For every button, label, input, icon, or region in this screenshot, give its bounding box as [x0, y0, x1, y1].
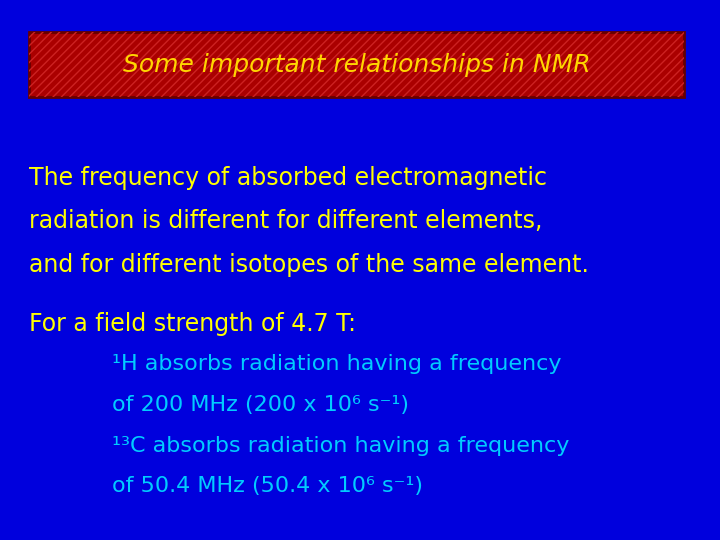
Text: and for different isotopes of the same element.: and for different isotopes of the same e… [29, 253, 589, 276]
Text: The frequency of absorbed electromagnetic: The frequency of absorbed electromagneti… [29, 166, 546, 190]
Text: radiation is different for different elements,: radiation is different for different ele… [29, 210, 542, 233]
Text: For a field strength of 4.7 T:: For a field strength of 4.7 T: [29, 312, 356, 336]
FancyBboxPatch shape [29, 32, 684, 97]
Text: of 200 MHz (200 x 10⁶ s⁻¹): of 200 MHz (200 x 10⁶ s⁻¹) [112, 395, 409, 415]
Text: ¹³C absorbs radiation having a frequency: ¹³C absorbs radiation having a frequency [112, 435, 569, 456]
Text: Some important relationships in NMR: Some important relationships in NMR [122, 53, 590, 77]
Text: ¹H absorbs radiation having a frequency: ¹H absorbs radiation having a frequency [112, 354, 561, 375]
Text: of 50.4 MHz (50.4 x 10⁶ s⁻¹): of 50.4 MHz (50.4 x 10⁶ s⁻¹) [112, 476, 423, 496]
